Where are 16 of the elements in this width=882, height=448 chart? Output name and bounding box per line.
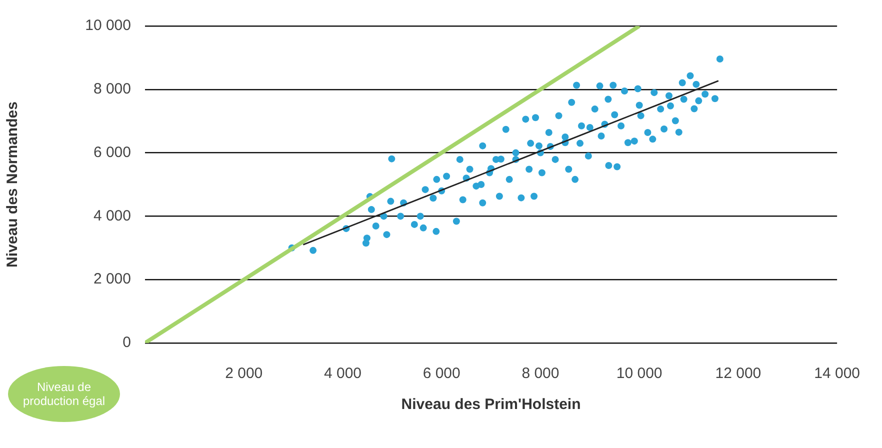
- text: Niveau de production égal: [8, 366, 120, 422]
- x-tick-label: 8 000: [522, 365, 560, 382]
- y-tick-label: 10 000: [85, 17, 131, 34]
- x-tick-label: 14 000: [814, 365, 860, 382]
- x-tick-label: 4 000: [324, 365, 362, 382]
- y-tick-label: 4 000: [93, 207, 131, 224]
- x-tick-label: 10 000: [616, 365, 662, 382]
- x-tick-label: 2 000: [225, 365, 263, 382]
- y-tick-label: 2 000: [93, 270, 131, 288]
- y-tick-label: 0: [122, 334, 131, 352]
- x-tick-label: 12 000: [715, 365, 762, 382]
- x-tick-label: 6 000: [422, 365, 460, 382]
- y-tick-label: 8 000: [93, 80, 131, 98]
- y-axis-title: Niveau des Normandes: [4, 102, 22, 268]
- y-tick-label: 6 000: [93, 144, 131, 161]
- x-axis-title: Niveau des Prim'Holstein: [401, 396, 581, 414]
